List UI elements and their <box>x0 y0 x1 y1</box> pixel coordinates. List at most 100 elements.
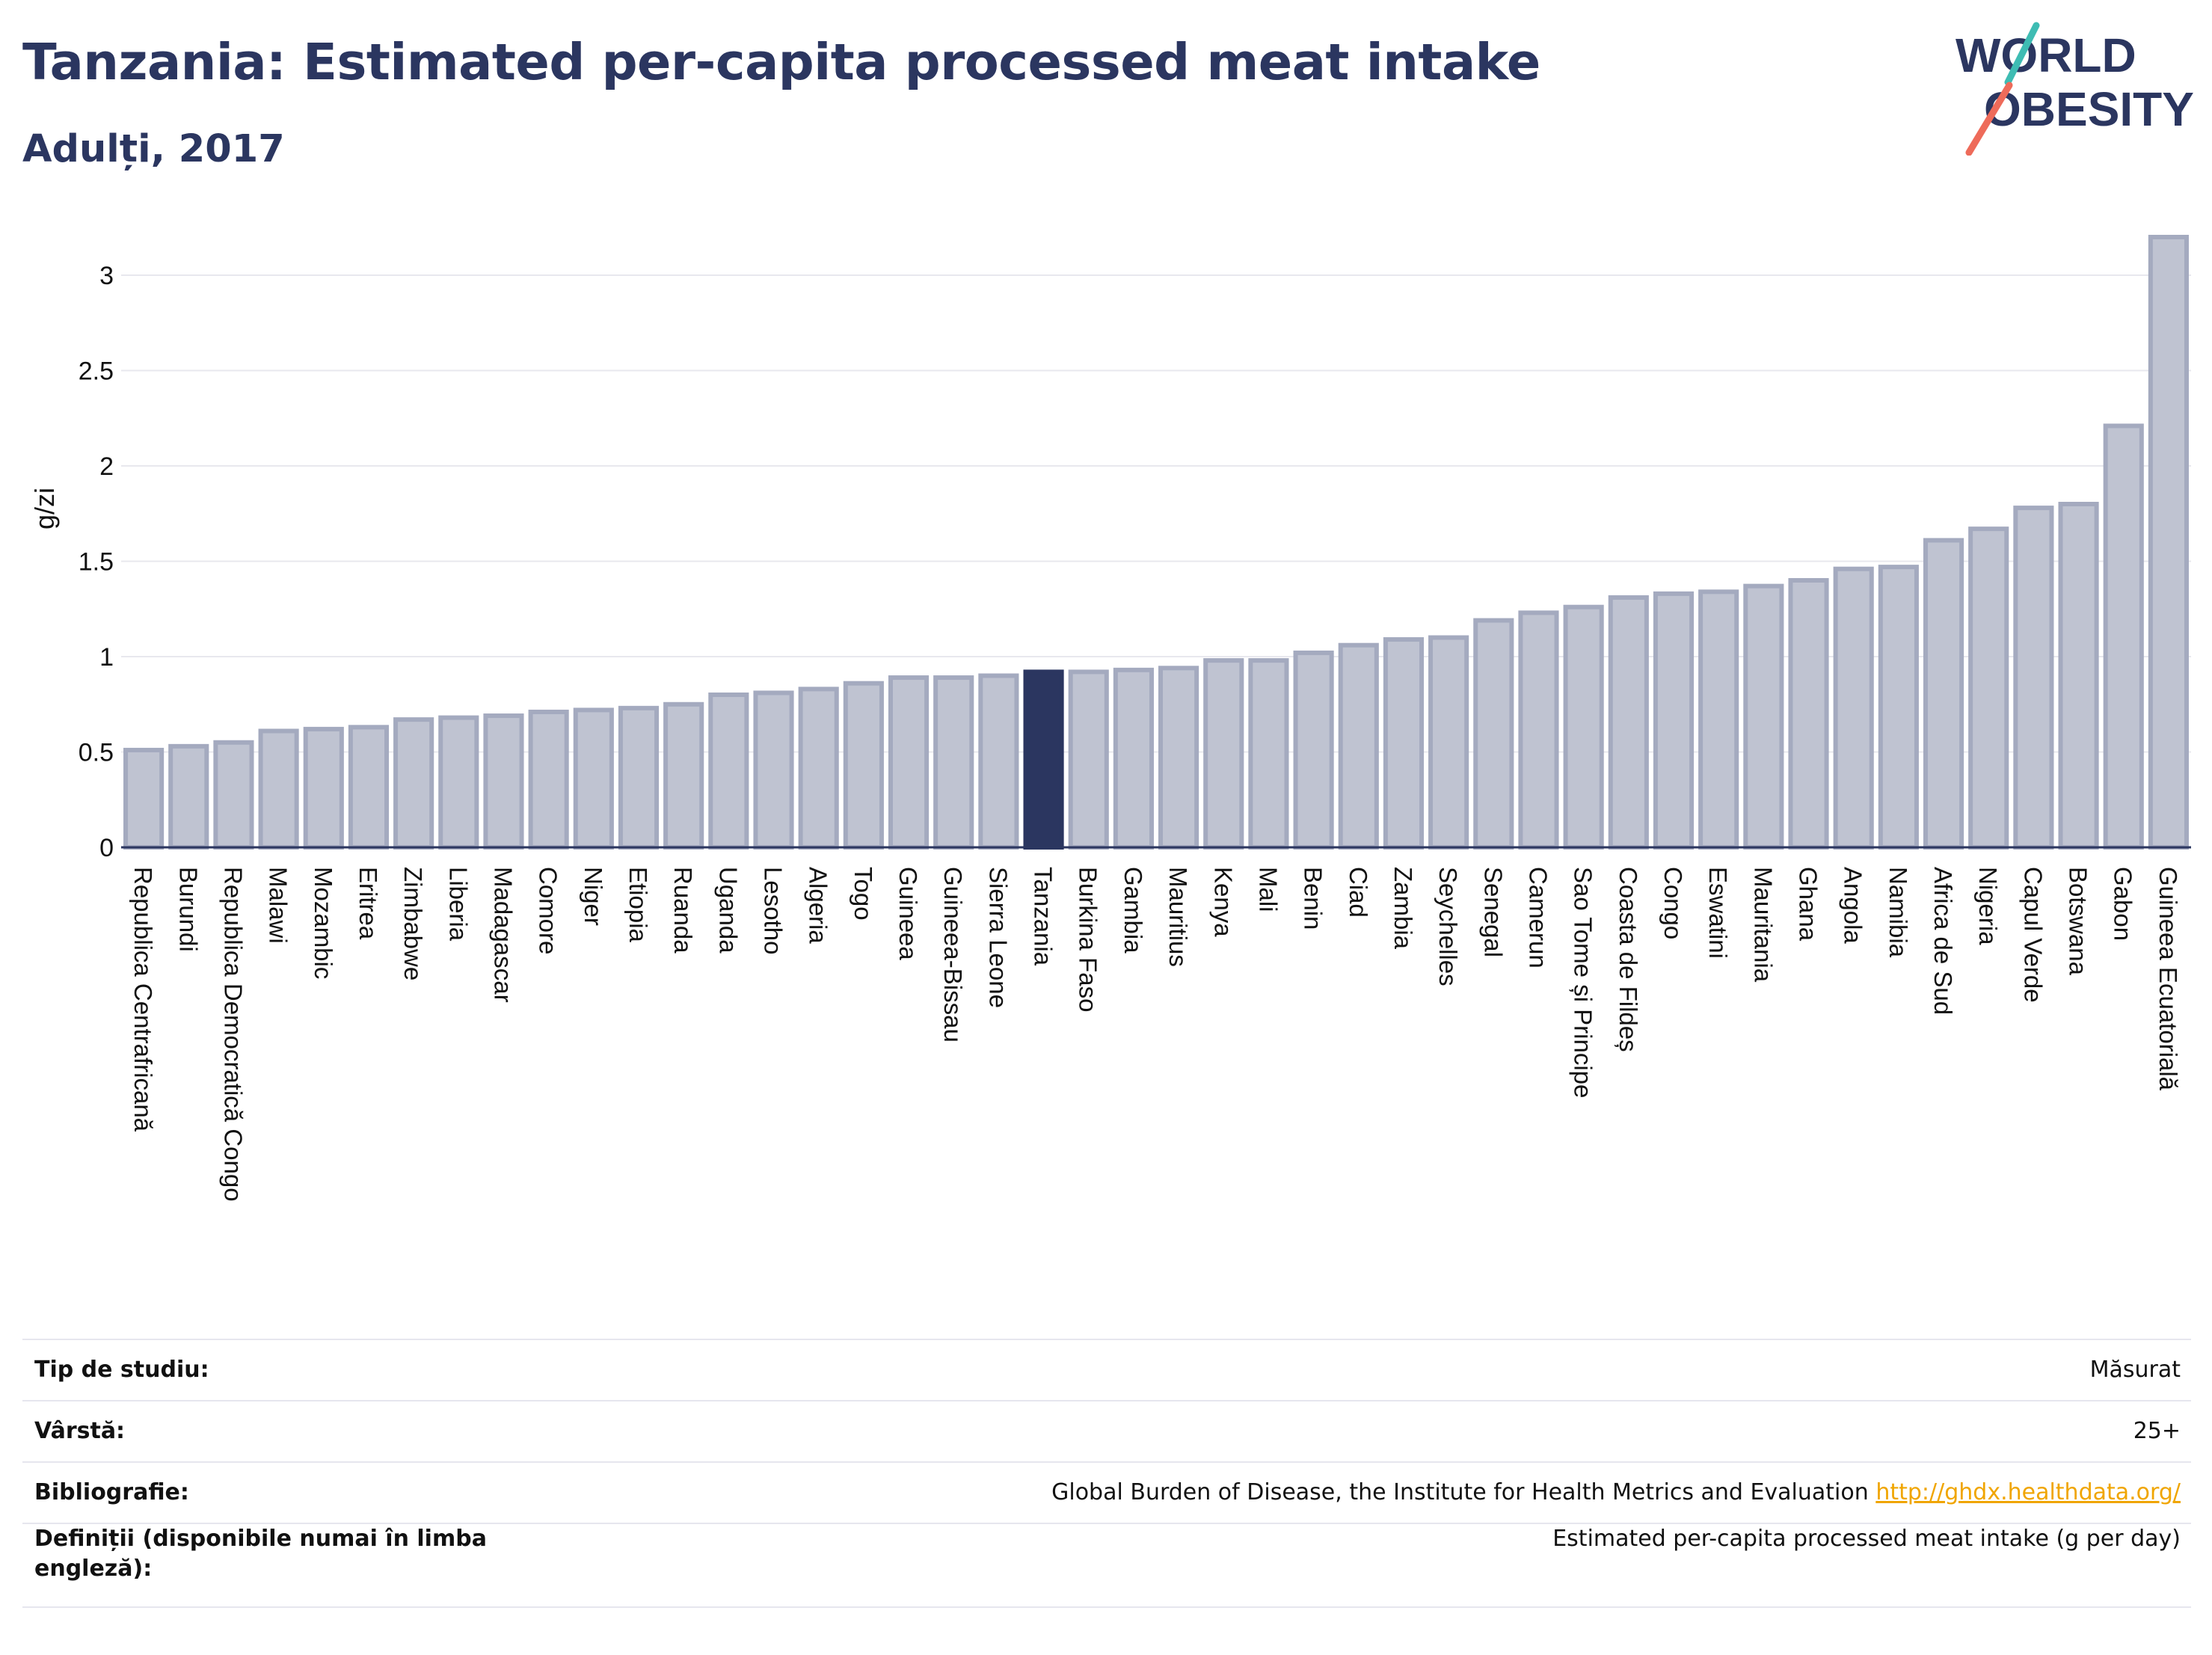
x-tick-label: Ruanda <box>669 867 697 954</box>
x-tick-label: Capul Verde <box>2019 867 2047 1003</box>
y-tick-label: 1 <box>99 643 114 672</box>
x-tick-label: Madagascar <box>489 867 517 1003</box>
x-tick-label: Gambia <box>1119 867 1147 954</box>
bar[interactable] <box>708 693 749 850</box>
y-tick-label: 1.5 <box>79 548 114 577</box>
bar[interactable] <box>1383 637 1425 850</box>
chart-subtitle: Adulți, 2017 <box>22 127 285 171</box>
world-obesity-logo[interactable]: WORLD OBESITY <box>1948 21 2202 156</box>
bar[interactable] <box>888 675 930 850</box>
x-tick-label: Lesotho <box>760 867 787 954</box>
meta-row-age: Vârstă: 25+ <box>22 1400 2191 1462</box>
bar[interactable] <box>1068 669 1109 850</box>
bar[interactable] <box>978 673 1019 850</box>
x-tick-label: Senegal <box>1479 867 1507 957</box>
bar[interactable] <box>843 681 884 850</box>
bar[interactable] <box>1653 591 1695 850</box>
x-tick-label: Coasta de Fildeș <box>1615 867 1642 1052</box>
meta-label: Bibliografie: <box>22 1461 498 1523</box>
bar[interactable] <box>1338 642 1379 850</box>
bar[interactable] <box>663 701 704 850</box>
x-tick-label: Mauritius <box>1164 867 1192 967</box>
x-tick-label: Gabon <box>2110 867 2137 941</box>
bar[interactable] <box>1113 667 1154 850</box>
x-tick-label: Guineea-Bissau <box>939 867 967 1043</box>
bar[interactable] <box>1428 635 1469 850</box>
bar[interactable] <box>1293 650 1334 850</box>
meta-label: Vârstă: <box>22 1400 498 1462</box>
bar[interactable] <box>438 715 479 850</box>
bar[interactable] <box>1563 604 1604 850</box>
y-tick-label: 2.5 <box>79 357 114 386</box>
bibliography-text: Global Burden of Disease, the Institute … <box>1051 1479 1869 1505</box>
bar[interactable] <box>123 747 165 850</box>
x-tick-label: Burkina Faso <box>1075 867 1102 1012</box>
x-tick-label: Burundi <box>174 867 202 952</box>
x-tick-label: Congo <box>1659 867 1687 939</box>
bar[interactable] <box>1518 610 1559 850</box>
bibliography-link[interactable]: http://ghdx.healthdata.org/ <box>1875 1479 2181 1505</box>
y-tick-label: 3 <box>99 262 114 290</box>
y-axis-title: g/zi <box>29 488 60 529</box>
x-tick-label: Ghana <box>1795 867 1822 942</box>
meta-label: Tip de studiu: <box>22 1339 498 1401</box>
x-tick-label: Niger <box>580 867 607 926</box>
y-axis-ticks: 0 0.5 1 1.5 2 2.5 3 <box>79 262 114 862</box>
x-tick-label: Mauritania <box>1749 867 1777 983</box>
bar[interactable] <box>1473 618 1514 850</box>
bar[interactable] <box>393 717 434 850</box>
x-tick-label: Nigeria <box>1974 867 2002 945</box>
x-axis-labels: Republica Centrafricană Burundi Republica … <box>129 867 2182 1202</box>
x-tick-label: Malawi <box>265 867 292 944</box>
x-tick-label: Angola <box>1840 867 1867 944</box>
x-tick-label: Namibia <box>1884 867 1912 958</box>
logo-teal-slash <box>2004 22 2040 86</box>
bar[interactable] <box>1743 583 1784 850</box>
bar[interactable] <box>2148 235 2189 850</box>
x-tick-label: Guineea <box>894 867 922 960</box>
bar[interactable] <box>1968 526 2009 850</box>
x-tick-label: Eritrea <box>354 867 382 940</box>
bar[interactable] <box>618 705 660 850</box>
x-tick-label: Togo <box>850 867 877 921</box>
x-tick-label: Etiopia <box>624 867 652 943</box>
meta-row-definitions: Definiții (disponibile numai în limba en… <box>22 1523 2191 1608</box>
bar[interactable] <box>2058 502 2099 850</box>
x-tick-label: Seychelles <box>1434 867 1462 986</box>
bar[interactable] <box>573 707 614 850</box>
bar[interactable] <box>528 709 569 850</box>
meta-row-bibliography: Bibliografie: Global Burden of Disease, … <box>22 1461 2191 1523</box>
bar[interactable] <box>348 725 390 850</box>
bar[interactable] <box>168 743 209 850</box>
x-tick-label: Zambia <box>1389 867 1417 950</box>
bar[interactable] <box>1608 595 1649 850</box>
bar[interactable] <box>1698 589 1739 850</box>
y-tick-label: 0 <box>99 834 114 862</box>
bar[interactable] <box>753 690 794 850</box>
x-tick-label: Republica Democratică Congo <box>219 867 247 1202</box>
bar[interactable] <box>1923 538 1964 850</box>
x-tick-label: Africa de Sud <box>1929 867 1957 1015</box>
logo-line1: WORLD <box>1956 28 2136 82</box>
bar[interactable] <box>483 713 524 850</box>
bar[interactable] <box>1833 566 1874 850</box>
logo-coral-slash <box>1965 82 2013 156</box>
x-tick-label: Guineea Ecuatorială <box>2154 867 2182 1091</box>
bar[interactable] <box>213 740 254 850</box>
bar[interactable] <box>1248 658 1289 850</box>
x-tick-label: Sao Tome și Principe <box>1570 867 1597 1098</box>
chart-title: Tanzania: Estimated per-capita processed… <box>22 33 1540 91</box>
bar[interactable] <box>2013 506 2054 850</box>
x-tick-label: Zimbabwe <box>399 867 427 980</box>
bar[interactable] <box>1878 565 1919 850</box>
bar[interactable] <box>1788 578 1829 850</box>
bar[interactable] <box>1203 658 1244 850</box>
bar[interactable] <box>258 728 299 850</box>
bar[interactable] <box>2103 423 2144 850</box>
bar[interactable] <box>303 726 344 850</box>
y-tick-label: 0.5 <box>79 739 114 767</box>
bar[interactable] <box>1158 666 1199 850</box>
bar-highlighted[interactable] <box>1023 669 1064 850</box>
bar[interactable] <box>798 687 839 850</box>
bar[interactable] <box>933 675 974 850</box>
